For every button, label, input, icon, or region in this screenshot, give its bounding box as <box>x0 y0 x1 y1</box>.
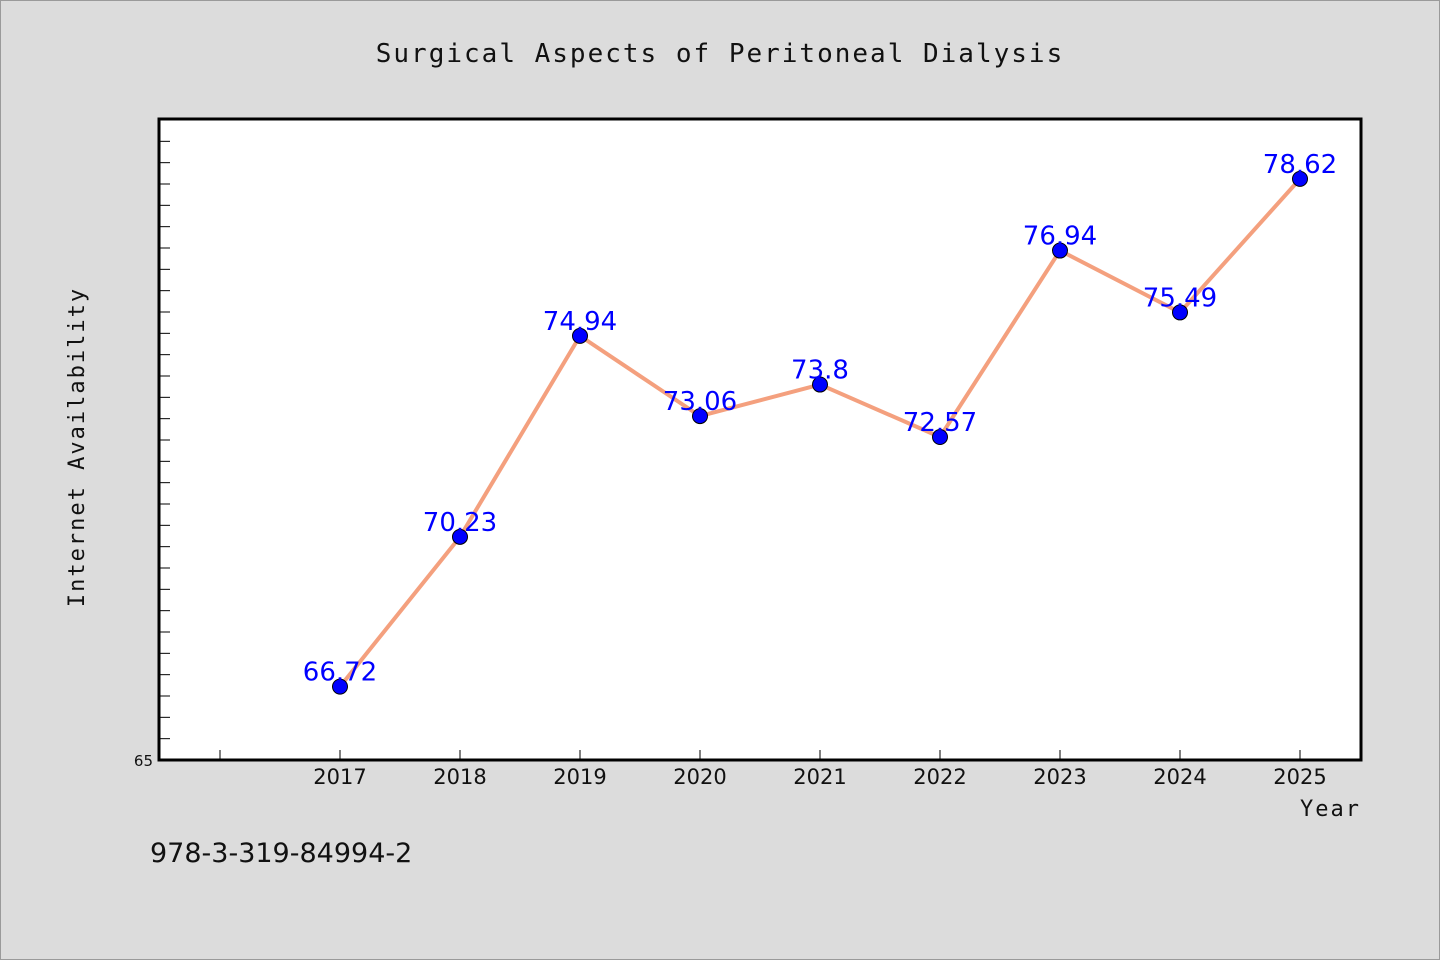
data-label: 73.06 <box>663 387 737 417</box>
data-point <box>1172 304 1188 321</box>
x-tick-label: 2022 <box>913 765 966 789</box>
data-point <box>572 327 588 344</box>
plot-area <box>157 117 1363 762</box>
x-tick-label: 2020 <box>673 765 726 789</box>
x-tick-label: 2025 <box>1273 765 1326 789</box>
data-label: 70.23 <box>423 508 497 538</box>
x-axis-label: Year <box>1300 797 1361 822</box>
data-label: 74.94 <box>543 307 617 337</box>
x-tick-label: 2024 <box>1153 765 1206 789</box>
isbn-identifier: 978-3-319-84994-2 <box>150 838 412 869</box>
x-tick-label: 2017 <box>313 765 366 789</box>
y-tick-label-min: 65 <box>134 752 153 770</box>
y-axis-label: Internet Availability <box>65 287 90 607</box>
data-labels: 66.72 70.23 74.94 73.06 73.8 72.57 76.94 75.49 7… <box>303 150 1337 688</box>
x-tick-labels: 2017 2018 2019 2020 2021 2022 2023 2024 2025 <box>313 765 1326 789</box>
y-axis-ticks <box>160 140 170 740</box>
x-tick-label: 2021 <box>793 765 846 789</box>
data-point <box>1052 242 1068 259</box>
data-label: 76.94 <box>1023 222 1097 252</box>
data-label: 66.72 <box>303 658 377 688</box>
data-point <box>452 528 468 545</box>
chart-title: Surgical Aspects of Peritoneal Dialysis <box>376 39 1064 69</box>
series-markers <box>332 170 1308 695</box>
x-tick-label: 2019 <box>553 765 606 789</box>
data-point <box>812 376 828 393</box>
x-tick-label: 2023 <box>1033 765 1086 789</box>
data-label: 73.8 <box>791 356 849 386</box>
data-point <box>932 429 948 446</box>
data-point <box>692 408 708 425</box>
x-tick-label: 2018 <box>433 765 486 789</box>
data-point <box>1292 170 1308 187</box>
data-label: 78.62 <box>1263 150 1337 180</box>
data-point <box>332 678 348 695</box>
data-label: 72.57 <box>903 408 977 438</box>
x-axis-ticks <box>219 750 1301 760</box>
data-label: 75.49 <box>1143 283 1217 313</box>
